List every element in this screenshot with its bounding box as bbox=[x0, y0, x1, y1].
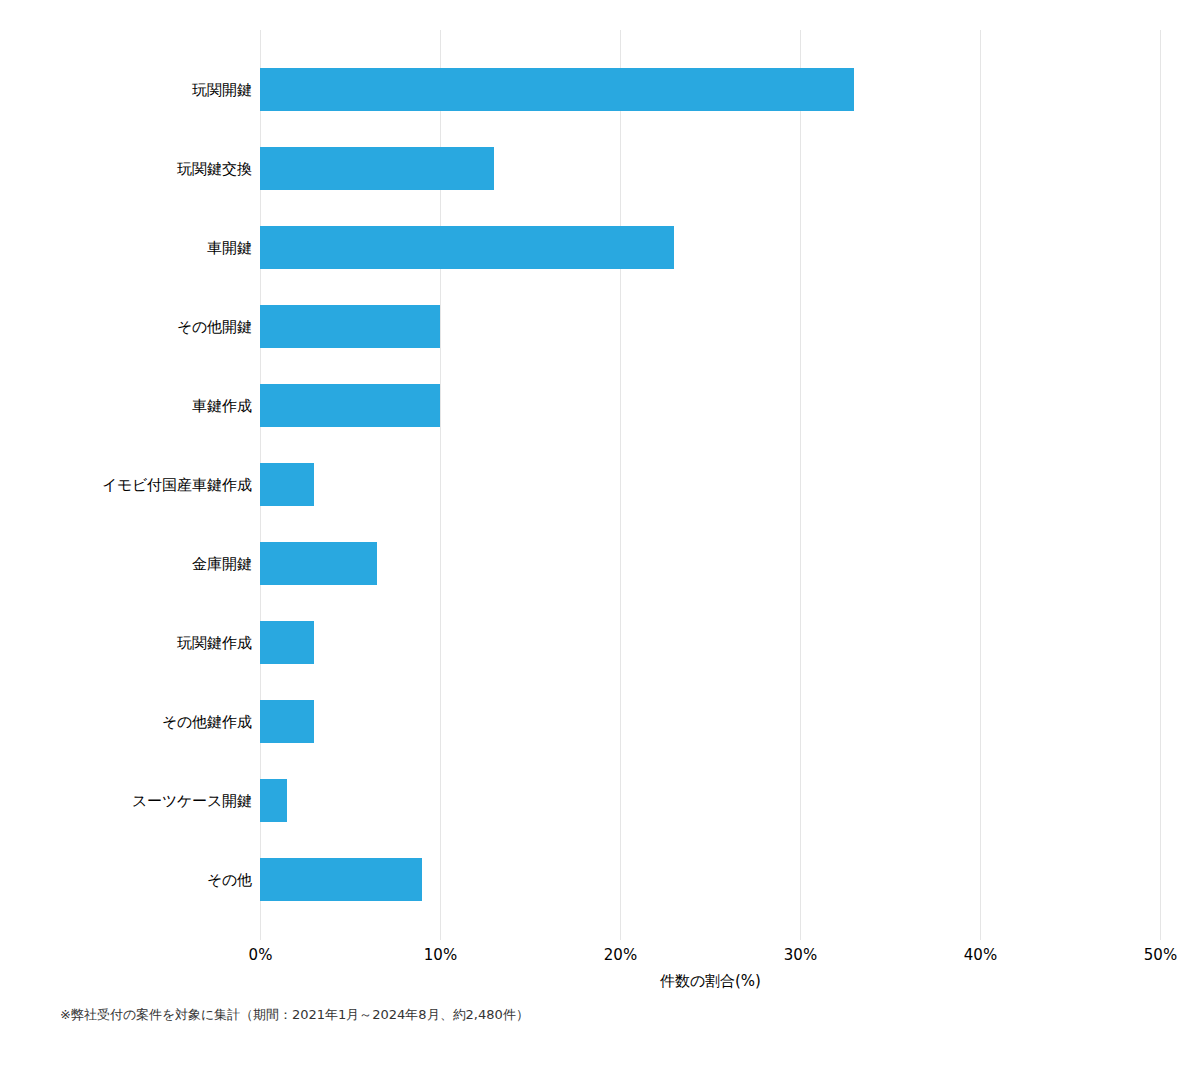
svg-text:イモビ付国産車鍵作成: イモビ付国産車鍵作成 bbox=[102, 476, 252, 494]
svg-text:20%: 20% bbox=[604, 946, 637, 964]
svg-text:その他開鍵: その他開鍵 bbox=[177, 318, 252, 336]
svg-text:30%: 30% bbox=[784, 946, 817, 964]
svg-text:車鍵作成: 車鍵作成 bbox=[192, 397, 252, 415]
svg-text:車開鍵: 車開鍵 bbox=[207, 239, 252, 257]
svg-text:10%: 10% bbox=[424, 946, 457, 964]
svg-text:50%: 50% bbox=[1144, 946, 1177, 964]
svg-text:40%: 40% bbox=[964, 946, 997, 964]
svg-text:玩関開鍵: 玩関開鍵 bbox=[192, 81, 252, 99]
svg-text:金庫開鍵: 金庫開鍵 bbox=[192, 555, 252, 573]
svg-text:スーツケース開鍵: スーツケース開鍵 bbox=[132, 792, 252, 810]
svg-text:玩関鍵交換: 玩関鍵交換 bbox=[177, 160, 252, 178]
svg-text:件数の割合(%): 件数の割合(%) bbox=[660, 972, 761, 990]
svg-text:玩関鍵作成: 玩関鍵作成 bbox=[177, 634, 252, 652]
svg-text:その他: その他 bbox=[207, 871, 252, 889]
svg-text:0%: 0% bbox=[249, 946, 273, 964]
svg-text:その他鍵作成: その他鍵作成 bbox=[162, 713, 252, 731]
html-text:※弊社受付の案件を対象に集計（期間：2021年1月～2024: ※弊社受付の案件を対象に集計（期間：2021年1月～2024年8月、約2,480… bbox=[60, 1007, 529, 1022]
